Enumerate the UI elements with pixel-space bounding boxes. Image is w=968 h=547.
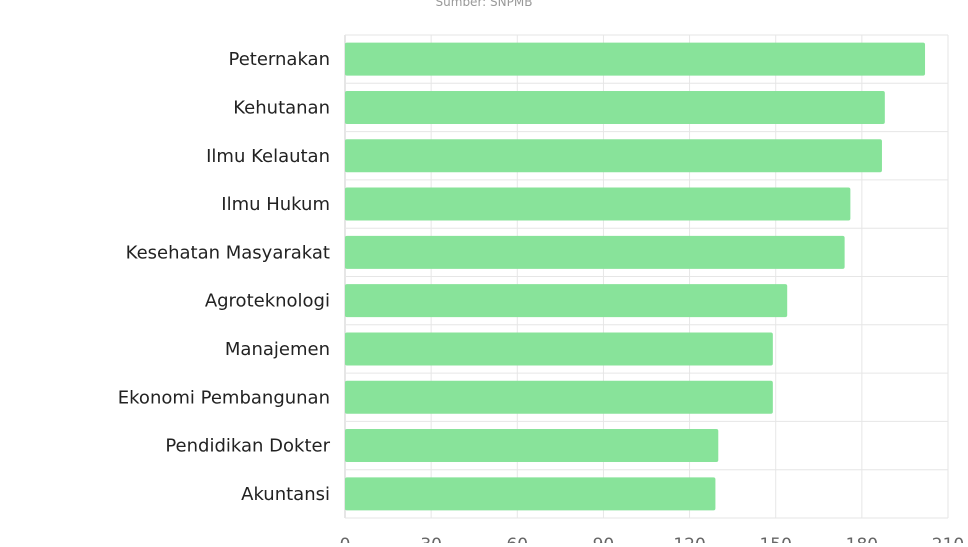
category-label: Peternakan	[229, 49, 331, 70]
bar[interactable]	[345, 42, 926, 76]
x-tick-label: 0	[340, 535, 351, 543]
x-tick-label: 120	[673, 535, 705, 543]
category-label: Pendidikan Dokter	[165, 436, 330, 457]
x-tick-label: 30	[420, 535, 442, 543]
bar[interactable]	[345, 429, 719, 463]
bar[interactable]	[345, 284, 788, 318]
category-label: Akuntansi	[241, 484, 330, 505]
category-label-layer: Peternakan Kehutanan Ilmu Kelautan Ilmu Huk…	[118, 49, 331, 505]
x-tick-label: 150	[759, 535, 791, 543]
bar[interactable]	[345, 187, 851, 221]
category-label: Kehutanan	[233, 97, 330, 118]
bar[interactable]	[345, 139, 882, 173]
x-tick-label: 60	[506, 535, 528, 543]
source-note: Sumber: SNPMB	[435, 0, 533, 9]
tick-label-layer: 0 30 60 90 120 150 180 210	[340, 535, 965, 547]
bar[interactable]	[345, 380, 773, 414]
category-label: Ekonomi Pembangunan	[118, 387, 330, 408]
x-tick-label: 90	[593, 535, 615, 543]
category-label: Agroteknologi	[205, 291, 330, 312]
category-label: Kesehatan Masyarakat	[126, 242, 330, 263]
bar-layer	[345, 42, 926, 511]
bar[interactable]	[345, 235, 845, 269]
bar[interactable]	[345, 332, 773, 366]
category-label: Ilmu Hukum	[221, 194, 330, 215]
category-label: Ilmu Kelautan	[206, 146, 330, 167]
category-label: Manajemen	[225, 339, 330, 360]
x-tick-label: 180	[846, 535, 878, 543]
bar[interactable]	[345, 90, 885, 124]
bar[interactable]	[345, 477, 716, 511]
x-tick-label: 210	[932, 535, 964, 543]
